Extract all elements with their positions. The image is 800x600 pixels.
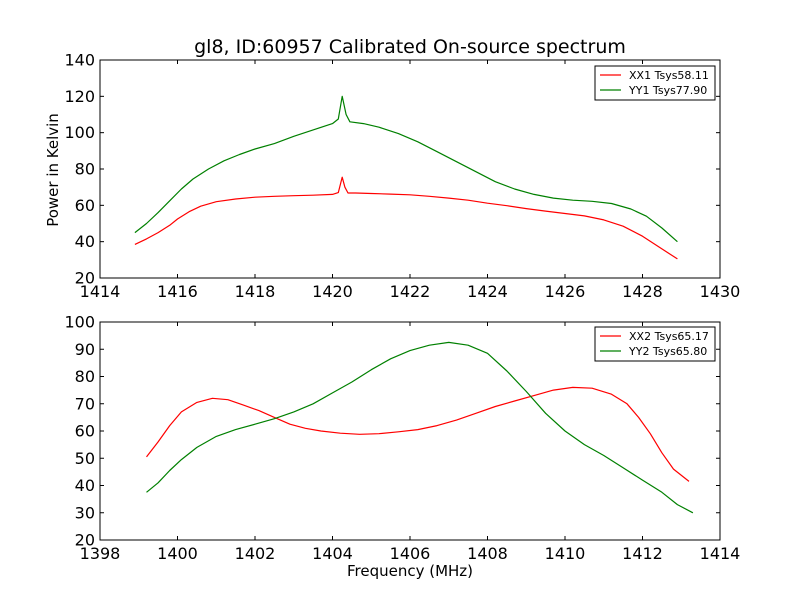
- y-tick-label: 80: [75, 160, 95, 179]
- top-panel-xx1-yy1: 1414 1416 1418 1420 1422 1424 1426 1428 1430 20 40…: [64, 51, 740, 302]
- y-axis-title: Power in Kelvin: [44, 113, 62, 227]
- y-tick-label: 20: [75, 269, 95, 288]
- legend-label: YY2 Tsys65.80: [628, 345, 707, 358]
- bottom-legend: XX2 Tsys65.17 YY2 Tsys65.80: [594, 326, 716, 362]
- top-series-line-2: [134, 95, 678, 243]
- x-tick-label: 1412: [622, 544, 663, 563]
- x-tick-label: 1404: [312, 544, 353, 563]
- bottom-panel-xx2-yy2: 1398 1400 1402 1404 1406 1408 1410 1412 1414 20 30…: [64, 313, 740, 564]
- x-tick-label: 1420: [312, 282, 353, 301]
- x-tick-label: 1402: [235, 544, 276, 563]
- legend-label: XX1 Tsys58.11: [629, 69, 709, 82]
- figure-title: gl8, ID:60957 Calibrated On-source spect…: [194, 36, 626, 58]
- x-axis-title: Frequency (MHz): [347, 562, 473, 580]
- y-tick-label: 40: [75, 232, 95, 251]
- y-tick-label: 80: [75, 367, 95, 386]
- y-tick-label: 100: [64, 123, 95, 142]
- y-tick-label: 60: [75, 422, 95, 441]
- top-legend: XX1 Tsys58.11 YY1 Tsys77.90: [594, 65, 716, 101]
- y-tick-label: 120: [64, 87, 95, 106]
- legend-label: XX2 Tsys65.17: [629, 330, 709, 343]
- x-tick-label: 1430: [700, 282, 741, 301]
- y-tick-label: 30: [75, 503, 95, 522]
- x-tick-label: 1416: [157, 282, 198, 301]
- x-tick-label: 1400: [157, 544, 198, 563]
- y-tick-label: 20: [75, 531, 95, 550]
- x-tick-label: 1414: [80, 282, 121, 301]
- y-tick-label: 90: [75, 340, 95, 359]
- x-tick-label: 1408: [467, 544, 508, 563]
- y-tick-label: 70: [75, 394, 95, 413]
- top-series-line-1: [134, 176, 678, 260]
- legend-frame: [594, 65, 716, 101]
- bottom-series-line-1: [146, 386, 690, 482]
- x-tick-label: 1398: [80, 544, 121, 563]
- x-tick-label: 1422: [390, 282, 431, 301]
- x-tick-label: 1410: [545, 544, 586, 563]
- x-tick-label: 1406: [390, 544, 431, 563]
- x-tick-label: 1414: [700, 544, 741, 563]
- y-tick-label: 140: [64, 51, 95, 70]
- legend-label: YY1 Tsys77.90: [628, 84, 707, 97]
- bottom-series-line-2: [146, 341, 694, 514]
- y-tick-label: 40: [75, 476, 95, 495]
- y-tick-label: 60: [75, 196, 95, 215]
- x-tick-label: 1418: [235, 282, 276, 301]
- x-tick-label: 1428: [622, 282, 663, 301]
- y-tick-label: 100: [64, 313, 95, 332]
- x-tick-label: 1424: [467, 282, 508, 301]
- legend-frame: [594, 326, 716, 362]
- y-tick-label: 50: [75, 449, 95, 468]
- x-tick-label: 1426: [545, 282, 586, 301]
